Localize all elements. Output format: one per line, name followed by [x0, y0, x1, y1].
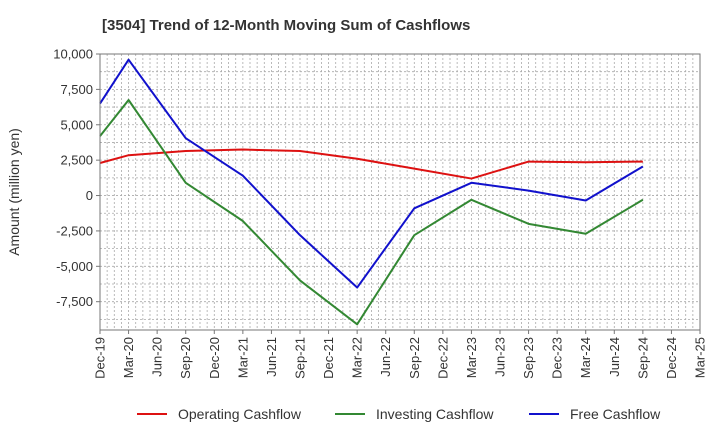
legend: Operating Cashflow Investing Cashflow Free… [137, 406, 661, 422]
chart-title: [3504] Trend of 12-Month Moving Sum of C… [102, 17, 470, 34]
x-tick-label: Dec-24 [664, 337, 679, 379]
series-line-investing-cashflow [99, 99, 644, 326]
x-tick-label: Dec-21 [321, 337, 336, 379]
x-tick-label: Jun-24 [607, 337, 622, 377]
y-axis-label: Amount (million yen) [6, 128, 22, 256]
y-tick-label: 0 [86, 188, 93, 203]
grid-lines [100, 54, 700, 330]
y-tick-label: 7,500 [60, 82, 93, 97]
legend-label-operating-cashflow: Operating Cashflow [178, 406, 302, 422]
x-tick-label: Jun-20 [150, 337, 165, 377]
y-tick-label: -2,500 [56, 223, 93, 238]
y-tick-label: 2,500 [60, 153, 93, 168]
y-tick-label: -5,000 [56, 259, 93, 274]
x-tick-label: Dec-23 [550, 337, 565, 379]
x-tick-label: Mar-24 [578, 337, 593, 378]
x-tick-label: Jun-21 [264, 337, 279, 377]
y-tick-label: 10,000 [53, 47, 93, 62]
x-tick-label: Sep-24 [635, 337, 650, 379]
y-axis-ticks: 10,000 7,500 5,000 2,500 0 -2,500 -5,000 -7,500 [53, 47, 100, 309]
x-tick-label: Mar-20 [121, 337, 136, 378]
y-tick-label: -7,500 [56, 294, 93, 309]
y-tick-label: 5,000 [60, 117, 93, 132]
x-tick-label: Sep-22 [407, 337, 422, 379]
x-tick-label: Dec-22 [435, 337, 450, 379]
x-tick-label: Mar-22 [350, 337, 365, 378]
x-tick-label: Sep-21 [293, 337, 308, 379]
x-axis-ticks: Dec-19 Mar-20 Jun-20 Sep-20 Dec-20 Mar-21 Jun-… [93, 330, 708, 379]
x-tick-label: Dec-19 [93, 337, 108, 379]
plot-area-frame [99, 53, 701, 331]
x-tick-label: Dec-20 [207, 337, 222, 379]
x-tick-label: Mar-21 [235, 337, 250, 378]
x-tick-label: Mar-23 [464, 337, 479, 378]
legend-label-free-cashflow: Free Cashflow [570, 406, 661, 422]
legend-label-investing-cashflow: Investing Cashflow [376, 406, 494, 422]
series-line-operating-cashflow [99, 148, 643, 180]
x-tick-label: Jun-22 [378, 337, 393, 377]
series-lines [99, 58, 644, 326]
x-tick-label: Sep-20 [178, 337, 193, 379]
x-tick-label: Sep-23 [521, 337, 536, 379]
x-tick-label: Jun-23 [493, 337, 508, 377]
x-tick-label: Mar-25 [693, 337, 708, 378]
series-line-free-cashflow [99, 58, 644, 289]
